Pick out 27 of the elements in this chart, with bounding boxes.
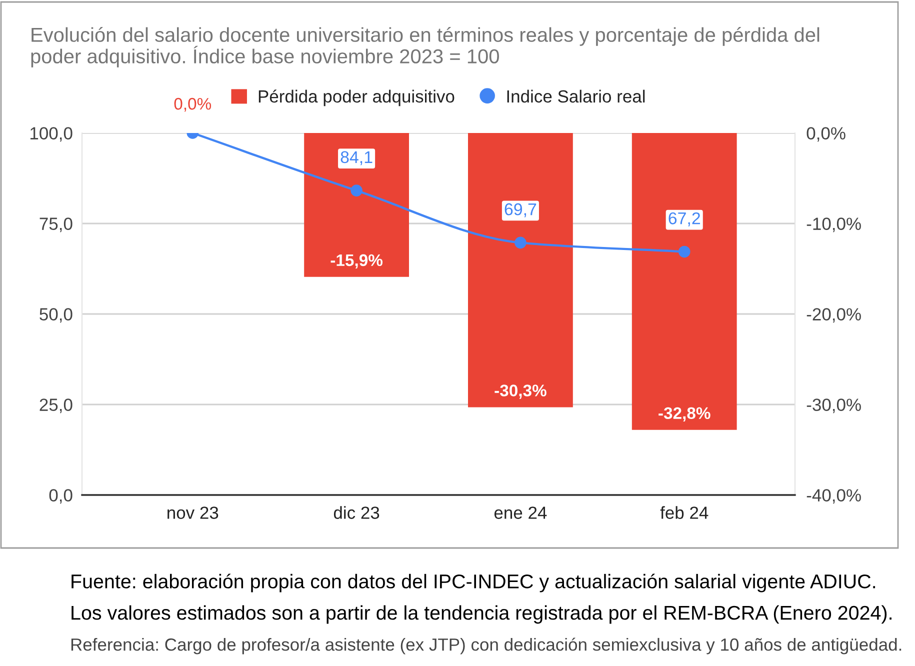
data-label: 84,1 — [340, 151, 372, 166]
text: Referencia: Cargo de profesor/a asistente (ex JTP) con dedicación semiexclusiva y 10 años de antigüedad. — [71, 638, 902, 654]
data-label: 67,2 — [668, 212, 700, 226]
data-label: -15,9% — [330, 254, 383, 269]
legend-label: Indice Salario real — [507, 90, 645, 103]
y-tick-label: 100,0 — [30, 127, 72, 142]
y2-tick-label: -30,0% — [806, 398, 861, 414]
y-tick-label: 75,0 — [40, 218, 72, 232]
x-tick-label: ene 24 — [494, 506, 547, 519]
source-note: Fuente: elaboración propia con datos del IPC-INDEC y actualización salarial vigente ADIUC. — [72, 574, 876, 592]
chart-title: Evolución del salario docente universitario en términos reales y porcentaje de pérdida del poder adquisitivo. Índice base noviembre 2023 = 100 — [31, 27, 820, 68]
y-tick-label: 50,0 — [40, 308, 72, 323]
y2-tick-label: -20,0% — [806, 308, 861, 323]
data-label: -30,3% — [494, 384, 546, 399]
y2-tick-label: 0,0% — [806, 127, 846, 142]
legend-label: Pérdida poder adquisitivo — [258, 90, 454, 106]
y-tick-label: 0,0 — [49, 489, 72, 504]
data-label: 0,0% — [174, 98, 212, 112]
data-label: 69,7 — [504, 203, 536, 218]
text: Los valores estimados son a partir de la tendencia registrada por el REM-BCRA (Enero 2024). — [72, 605, 892, 624]
x-tick-label: dic 23 — [334, 506, 380, 519]
data-label: -32,8% — [658, 407, 710, 422]
y2-tick-label: -10,0% — [806, 218, 861, 232]
y2-tick-label: -40,0% — [806, 489, 861, 504]
x-tick-label: nov 23 — [168, 506, 218, 519]
x-tick-label: feb 24 — [660, 506, 708, 519]
y-tick-label: 25,0 — [40, 398, 72, 414]
